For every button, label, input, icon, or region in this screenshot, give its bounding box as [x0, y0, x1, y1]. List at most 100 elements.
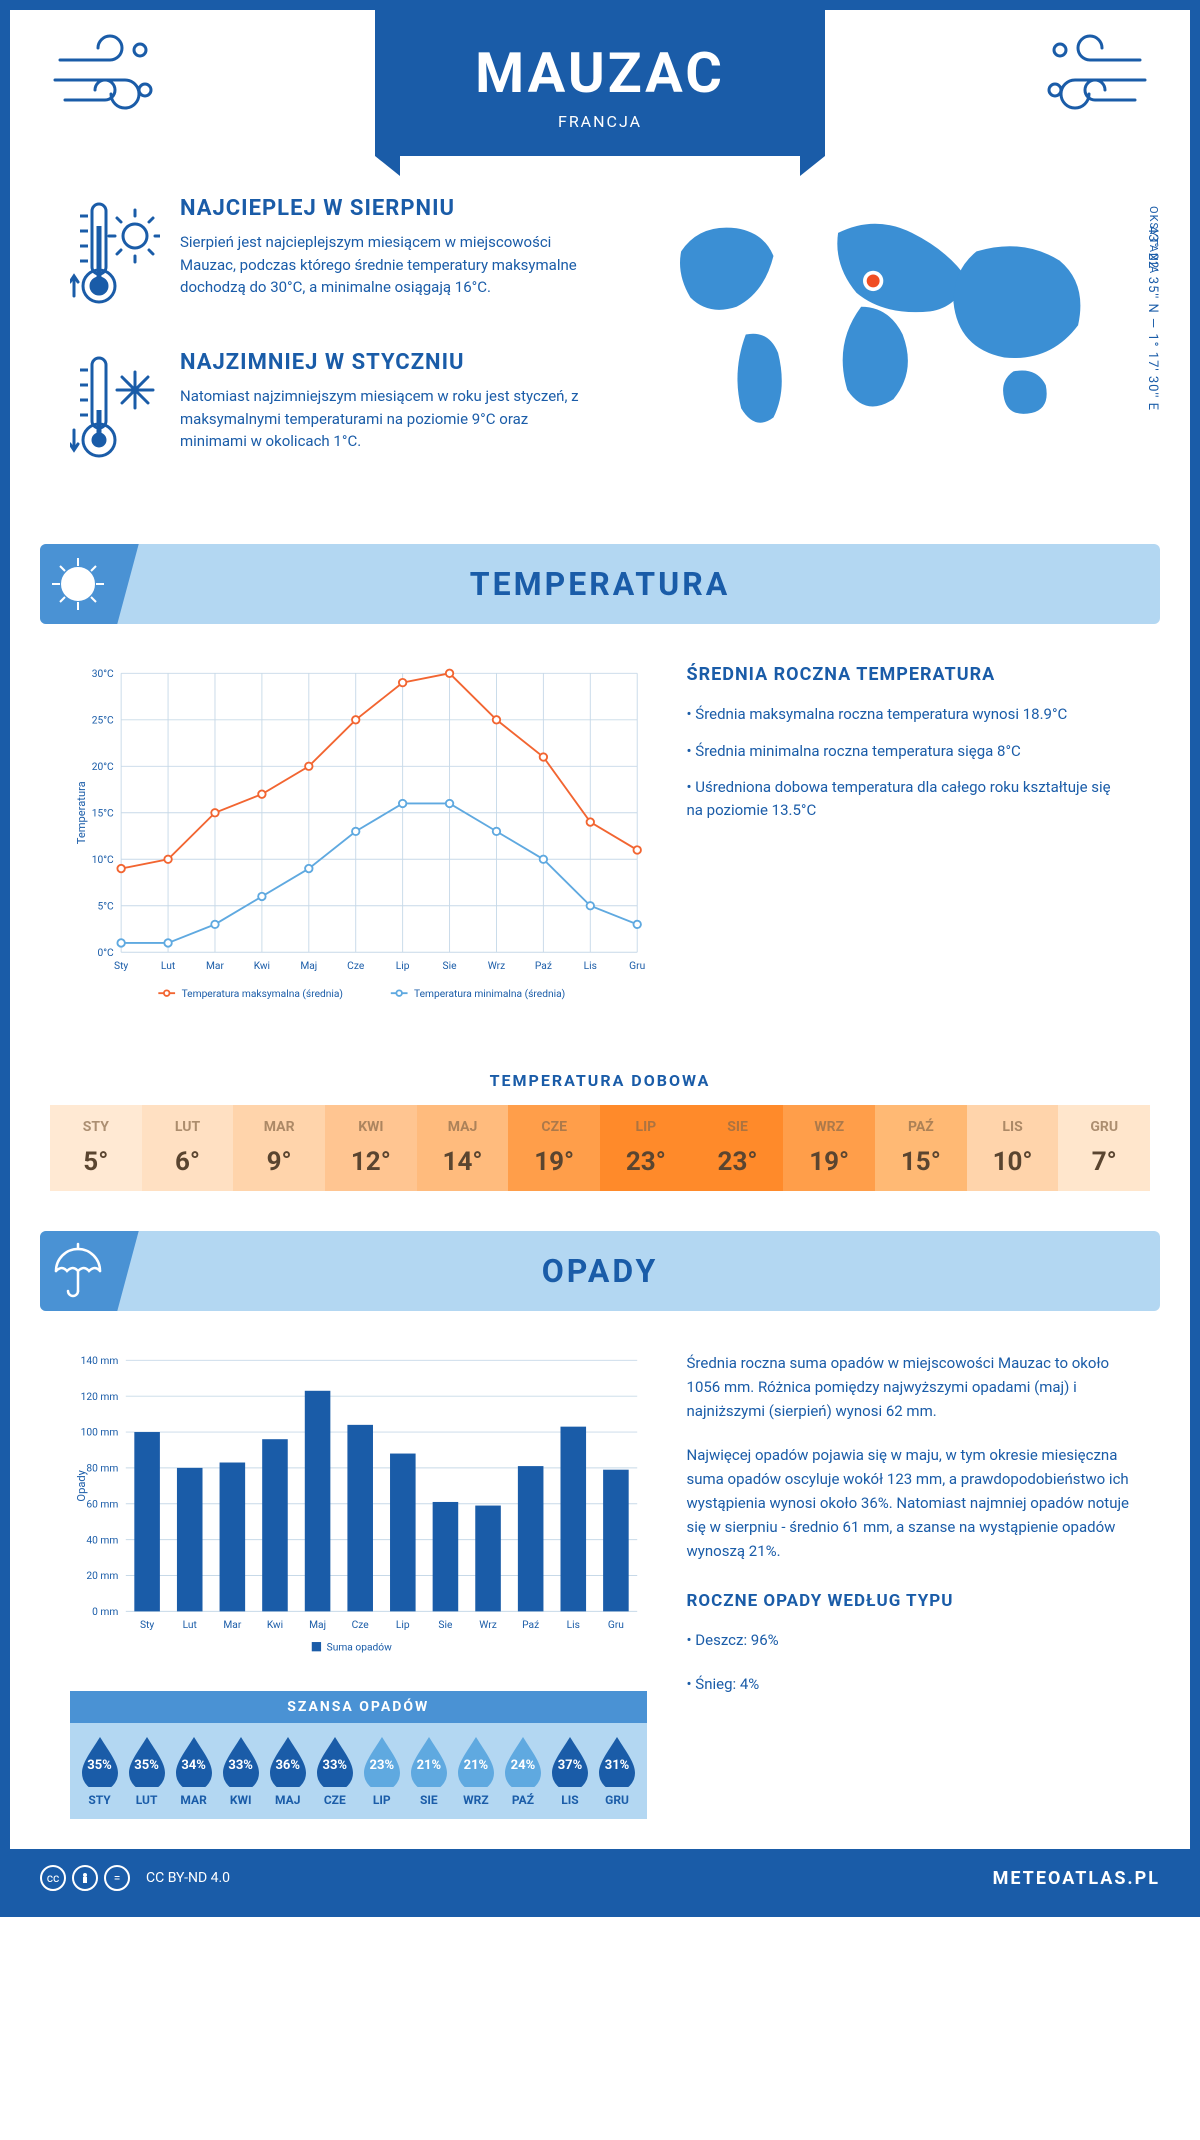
- thermometer-hot-icon: [70, 196, 160, 320]
- daily-cell: MAJ 14°: [417, 1105, 509, 1191]
- chance-cell: 36% MAJ: [264, 1735, 311, 1807]
- raindrop-icon: 37%: [548, 1735, 592, 1787]
- nd-icon: =: [104, 1865, 130, 1891]
- raindrop-icon: 31%: [595, 1735, 639, 1787]
- temp-chart: 0°C5°C10°C15°C20°C25°C30°CStyLutMarKwiMa…: [70, 664, 647, 1021]
- chance-header: SZANSA OPADÓW: [70, 1691, 647, 1723]
- daily-value: 23°: [696, 1147, 780, 1177]
- daily-temp-table: STY 5° LUT 6° MAR 9° KWI 12° MAJ 14° CZE…: [50, 1105, 1150, 1191]
- daily-cell: MAR 9°: [233, 1105, 325, 1191]
- chance-value: 36%: [275, 1758, 300, 1773]
- by-type-snow: • Śnieg: 4%: [687, 1672, 1130, 1696]
- raindrop-icon: 36%: [266, 1735, 310, 1787]
- temp-avg-title: ŚREDNIA ROCZNA TEMPERATURA: [687, 664, 1130, 685]
- svg-text:Paź: Paź: [535, 961, 552, 972]
- raindrop-icon: 33%: [219, 1735, 263, 1787]
- cold-block: NAJZIMNIEJ W STYCZNIU Natomiast najzimni…: [70, 350, 580, 474]
- chance-month: GRU: [594, 1793, 641, 1807]
- daily-value: 23°: [604, 1147, 688, 1177]
- footer: cc = CC BY-ND 4.0 METEOATLAS.PL: [10, 1849, 1190, 1907]
- daily-month: KWI: [329, 1119, 413, 1135]
- cold-para: Natomiast najzimniejszym miesiącem w rok…: [180, 385, 580, 453]
- daily-value: 10°: [971, 1147, 1055, 1177]
- svg-text:20 mm: 20 mm: [86, 1572, 118, 1583]
- chance-cell: 35% LUT: [123, 1735, 170, 1807]
- intro-left: NAJCIEPLEJ W SIERPNIU Sierpień jest najc…: [70, 196, 580, 504]
- svg-text:40 mm: 40 mm: [86, 1536, 118, 1547]
- svg-text:Lut: Lut: [183, 1620, 197, 1631]
- svg-text:Paź: Paź: [522, 1620, 539, 1631]
- sun-icon: [40, 544, 141, 624]
- hot-para: Sierpień jest najcieplejszym miesiącem w…: [180, 231, 580, 299]
- hot-block: NAJCIEPLEJ W SIERPNIU Sierpień jest najc…: [70, 196, 580, 320]
- chance-value: 35%: [87, 1758, 112, 1773]
- daily-cell: LUT 6°: [142, 1105, 234, 1191]
- chance-cell: 33% KWI: [217, 1735, 264, 1807]
- daily-cell: PAŹ 15°: [875, 1105, 967, 1191]
- daily-value: 12°: [329, 1147, 413, 1177]
- city-name: MAUZAC: [475, 40, 725, 106]
- daily-value: 19°: [512, 1147, 596, 1177]
- temp-avg-p2: • Średnia minimalna roczna temperatura s…: [687, 740, 1130, 763]
- svg-text:Lut: Lut: [161, 961, 175, 972]
- svg-text:120 mm: 120 mm: [81, 1392, 119, 1403]
- daily-month: SIE: [696, 1119, 780, 1135]
- daily-cell: WRZ 19°: [783, 1105, 875, 1191]
- svg-text:60 mm: 60 mm: [86, 1500, 118, 1511]
- svg-text:Sty: Sty: [114, 961, 128, 972]
- daily-cell: SIE 23°: [692, 1105, 784, 1191]
- wind-icon-right: [1030, 10, 1150, 110]
- chance-value: 21%: [464, 1758, 489, 1773]
- chance-month: LIP: [358, 1793, 405, 1807]
- chance-value: 33%: [228, 1758, 253, 1773]
- svg-text:Maj: Maj: [309, 1620, 326, 1631]
- chance-cell: 35% STY: [76, 1735, 123, 1807]
- chance-cell: 21% WRZ: [452, 1735, 499, 1807]
- svg-text:Sie: Sie: [438, 1620, 453, 1631]
- infographic-frame: MAUZAC FRANCJA: [0, 0, 1200, 1917]
- precip-section-header: OPADY: [40, 1231, 1160, 1311]
- chance-cell: 31% GRU: [594, 1735, 641, 1807]
- umbrella-icon: [40, 1231, 141, 1311]
- chance-cell: 37% LIS: [546, 1735, 593, 1807]
- svg-text:140 mm: 140 mm: [81, 1356, 119, 1367]
- temp-section-title: TEMPERATURA: [140, 565, 1160, 603]
- temp-body: 0°C5°C10°C15°C20°C25°C30°CStyLutMarKwiMa…: [10, 634, 1190, 1051]
- temp-avg-p3: • Uśredniona dobowa temperatura dla całe…: [687, 776, 1130, 821]
- precip-body: 0 mm20 mm40 mm60 mm80 mm100 mm120 mm140 …: [10, 1321, 1190, 1849]
- svg-text:Sie: Sie: [443, 961, 458, 972]
- svg-text:0 mm: 0 mm: [92, 1607, 118, 1618]
- chance-cell: 33% CZE: [311, 1735, 358, 1807]
- chance-month: SIE: [405, 1793, 452, 1807]
- chance-cell: 21% SIE: [405, 1735, 452, 1807]
- precip-text: Średnia roczna suma opadów w miejscowośc…: [687, 1351, 1130, 1819]
- daily-month: CZE: [512, 1119, 596, 1135]
- temp-section-header: TEMPERATURA: [40, 544, 1160, 624]
- chance-month: KWI: [217, 1793, 264, 1807]
- svg-text:Wrz: Wrz: [488, 961, 506, 972]
- svg-text:80 mm: 80 mm: [86, 1464, 118, 1475]
- svg-text:Temperatura maksymalna (średni: Temperatura maksymalna (średnia): [182, 988, 343, 1000]
- svg-text:Lis: Lis: [584, 961, 597, 972]
- temp-avg-p1: • Średnia maksymalna roczna temperatura …: [687, 703, 1130, 726]
- daily-value: 15°: [879, 1147, 963, 1177]
- daily-value: 9°: [237, 1147, 321, 1177]
- svg-text:5°C: 5°C: [97, 901, 114, 912]
- raindrop-icon: 21%: [407, 1735, 451, 1787]
- daily-month: STY: [54, 1119, 138, 1135]
- daily-cell: LIP 23°: [600, 1105, 692, 1191]
- by-icon: [72, 1865, 98, 1891]
- precip-p1: Średnia roczna suma opadów w miejscowośc…: [687, 1351, 1130, 1423]
- daily-month: GRU: [1062, 1119, 1146, 1135]
- daily-value: 6°: [146, 1147, 230, 1177]
- daily-value: 19°: [787, 1147, 871, 1177]
- precip-chart: 0 mm20 mm40 mm60 mm80 mm100 mm120 mm140 …: [70, 1351, 647, 1667]
- chance-month: MAJ: [264, 1793, 311, 1807]
- title-banner: MAUZAC FRANCJA: [375, 10, 825, 156]
- daily-title: TEMPERATURA DOBOWA: [10, 1071, 1190, 1090]
- svg-text:Temperatura minimalna (średnia: Temperatura minimalna (średnia): [414, 988, 565, 1000]
- svg-text:20°C: 20°C: [92, 762, 114, 773]
- chance-value: 31%: [605, 1758, 630, 1773]
- chance-month: CZE: [311, 1793, 358, 1807]
- chance-value: 33%: [322, 1758, 347, 1773]
